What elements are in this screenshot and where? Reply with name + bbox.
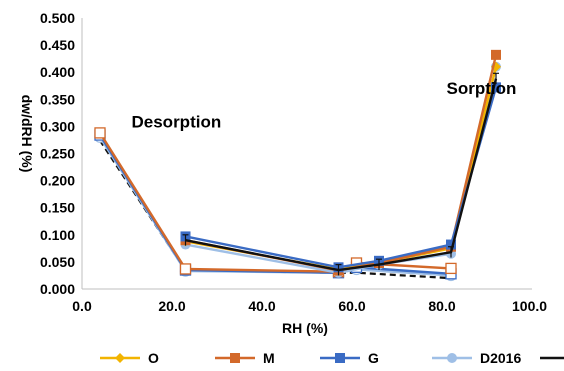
data-point: [491, 82, 501, 93]
y-tick-label: 0.250: [40, 146, 75, 162]
annotations: Desorption Sorption: [132, 79, 517, 132]
data-point: [179, 263, 192, 275]
legend-label: M: [263, 350, 275, 366]
series-unlabeled-4: [182, 72, 499, 276]
data-point: [335, 353, 345, 363]
legend-item-g: G: [320, 350, 379, 366]
x-tick-label: 40.0: [248, 298, 275, 314]
annotation-label: Sorption: [447, 79, 517, 98]
series-line: [98, 134, 452, 276]
axes: 0.000 0.050 0.100 0.150 0.200 0.250 0.300 0.350…: [19, 10, 547, 336]
x-tick-label: 20.0: [158, 298, 185, 314]
series-line: [98, 132, 452, 273]
data-point: [94, 127, 106, 139]
x-tick-label: 80.0: [428, 298, 455, 314]
x-tick-label: 100.0: [512, 298, 547, 314]
data-point: [230, 353, 240, 363]
data-point: [447, 353, 457, 363]
legend: O M G D2016: [100, 350, 564, 366]
y-tick-label: 0.400: [40, 64, 75, 80]
legend-item-o: O: [100, 350, 159, 366]
legend-item-m: M: [215, 350, 275, 366]
y-tick-label: 0.300: [40, 118, 75, 134]
data-point: [115, 353, 125, 363]
legend-label: G: [368, 350, 379, 366]
legend-label: O: [148, 350, 159, 366]
legend-label: D2016: [480, 350, 521, 366]
y-tick-label: 0.500: [40, 10, 75, 26]
y-tick-label: 0.450: [40, 37, 75, 53]
plot-area: [94, 49, 501, 282]
y-tick-label: 0.000: [40, 281, 75, 297]
annotation-label: Desorption: [132, 112, 222, 131]
x-tick-label: 0.0: [72, 298, 92, 314]
y-axis-title: dw/dRH (%): [19, 95, 35, 173]
x-axis-title: RH (%): [282, 320, 328, 336]
y-tick-label: 0.050: [40, 254, 75, 270]
y-tick-label: 0.100: [40, 227, 75, 243]
y-tick-label: 0.350: [40, 91, 75, 107]
data-point: [446, 239, 456, 250]
data-point: [445, 262, 457, 275]
data-point: [491, 49, 501, 60]
y-tick-label: 0.200: [40, 173, 75, 189]
y-tick-label: 0.150: [40, 200, 75, 216]
x-tick-label: 60.0: [338, 298, 365, 314]
legend-item-d2016: D2016: [432, 350, 521, 366]
